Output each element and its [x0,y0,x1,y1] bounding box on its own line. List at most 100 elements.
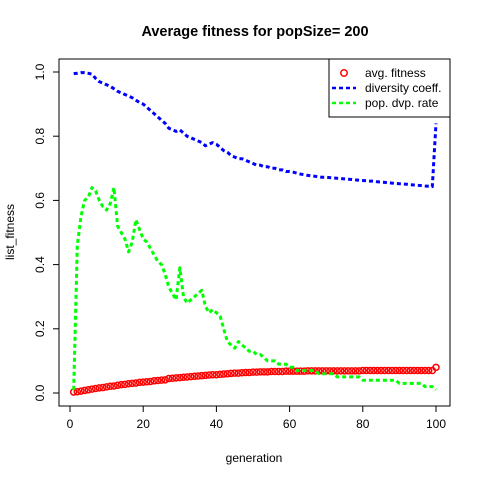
fitness-point [194,372,202,380]
fitness-point [223,369,232,378]
x-tick-label: 100 [426,417,446,431]
x-axis-ticks: 0 20 40 60 80 100 [67,406,446,431]
fitness-point [413,366,422,375]
fitness-point [252,368,261,376]
fitness-point [245,368,254,377]
fitness-point [267,367,276,376]
fitness-point [282,367,290,375]
fitness-point [219,370,228,378]
plot-frame [58,58,451,407]
fitness-point [370,366,378,375]
y-axis-title: list_fitness [3,204,17,260]
fitness-point [150,377,158,385]
fitness-point [208,370,217,379]
fitness-point [157,376,166,384]
fitness-point [421,366,429,375]
fitness-point [176,373,184,382]
fitness-point [198,371,206,380]
fitness-point [234,369,243,377]
fitness-point [424,366,433,375]
fitness-point [271,367,279,376]
x-tick-label: 20 [137,417,151,431]
fitness-point [179,373,188,382]
fitness-point [307,367,316,375]
diversity-coeff-line [73,71,438,189]
fitness-point [84,386,93,394]
fitness-point [110,382,118,390]
fitness-point [391,366,400,375]
fitness-point [260,368,268,376]
fitness-point [230,369,239,377]
legend-label: avg. fitness [365,66,426,80]
x-tick-label: 80 [356,417,370,431]
fitness-point [216,370,224,379]
fitness-point [172,374,180,382]
fitness-point [146,377,155,386]
fitness-point [238,369,246,377]
y-tick-label: 0.0 [33,384,47,401]
fitness-point [366,366,374,375]
fitness-point [362,366,371,375]
fitness-point [402,366,411,375]
fitness-point [91,384,100,393]
fitness-point [95,384,104,392]
fitness-point [139,378,147,386]
fitness-point [300,367,308,375]
legend-label: pop. dvp. rate [365,96,439,110]
y-tick-label: 0.8 [33,128,47,145]
fitness-point [278,367,287,376]
fitness-point [344,367,352,375]
fitness-point [263,368,272,376]
fitness-point [113,381,122,390]
fitness-point [381,366,389,375]
fitness-point [143,378,151,386]
fitness-point [117,380,125,389]
y-tick-label: 1.0 [33,63,47,80]
fitness-point [395,366,404,375]
fitness-point [337,367,345,375]
x-tick-label: 40 [210,417,224,431]
fitness-point [355,367,363,375]
fitness-point [373,366,382,375]
fitness-point [340,367,349,375]
fitness-point [432,363,440,372]
fitness-point [351,367,360,375]
y-tick-label: 0.2 [33,320,47,337]
fitness-point [227,369,235,378]
fitness-point [128,379,136,388]
fitness-point [124,379,133,388]
legend-symbol-circle [340,69,348,77]
fitness-point [106,382,115,391]
fitness-point [410,366,418,375]
y-tick-label: 0.4 [33,256,47,273]
fitness-point [359,366,367,375]
fitness-point [168,374,177,382]
fitness-point [377,366,385,375]
fitness-point [135,378,144,387]
fitness-point [384,366,393,375]
fitness-point [388,366,396,375]
y-tick-label: 0.6 [33,192,47,209]
fitness-point [212,370,221,379]
y-axis-ticks: 0.0 0.2 0.4 0.6 0.8 1.0 [33,63,59,401]
x-tick-label: 0 [67,417,74,431]
series-layer [69,71,440,396]
fitness-point [274,367,283,376]
fitness-point [165,374,173,383]
legend-label: diversity coeff. [365,81,441,95]
fitness-point [187,372,195,381]
x-tick-label: 60 [283,417,297,431]
fitness-point [348,367,356,375]
fitness-point [399,366,407,375]
fitness-point [249,368,257,376]
fitness-point [80,386,89,395]
fitness-point [417,366,426,375]
fitness-point [285,367,294,375]
fitness-point [293,367,301,375]
fitness-point [132,379,140,387]
fitness-point [88,385,96,393]
fitness-point [406,366,415,375]
